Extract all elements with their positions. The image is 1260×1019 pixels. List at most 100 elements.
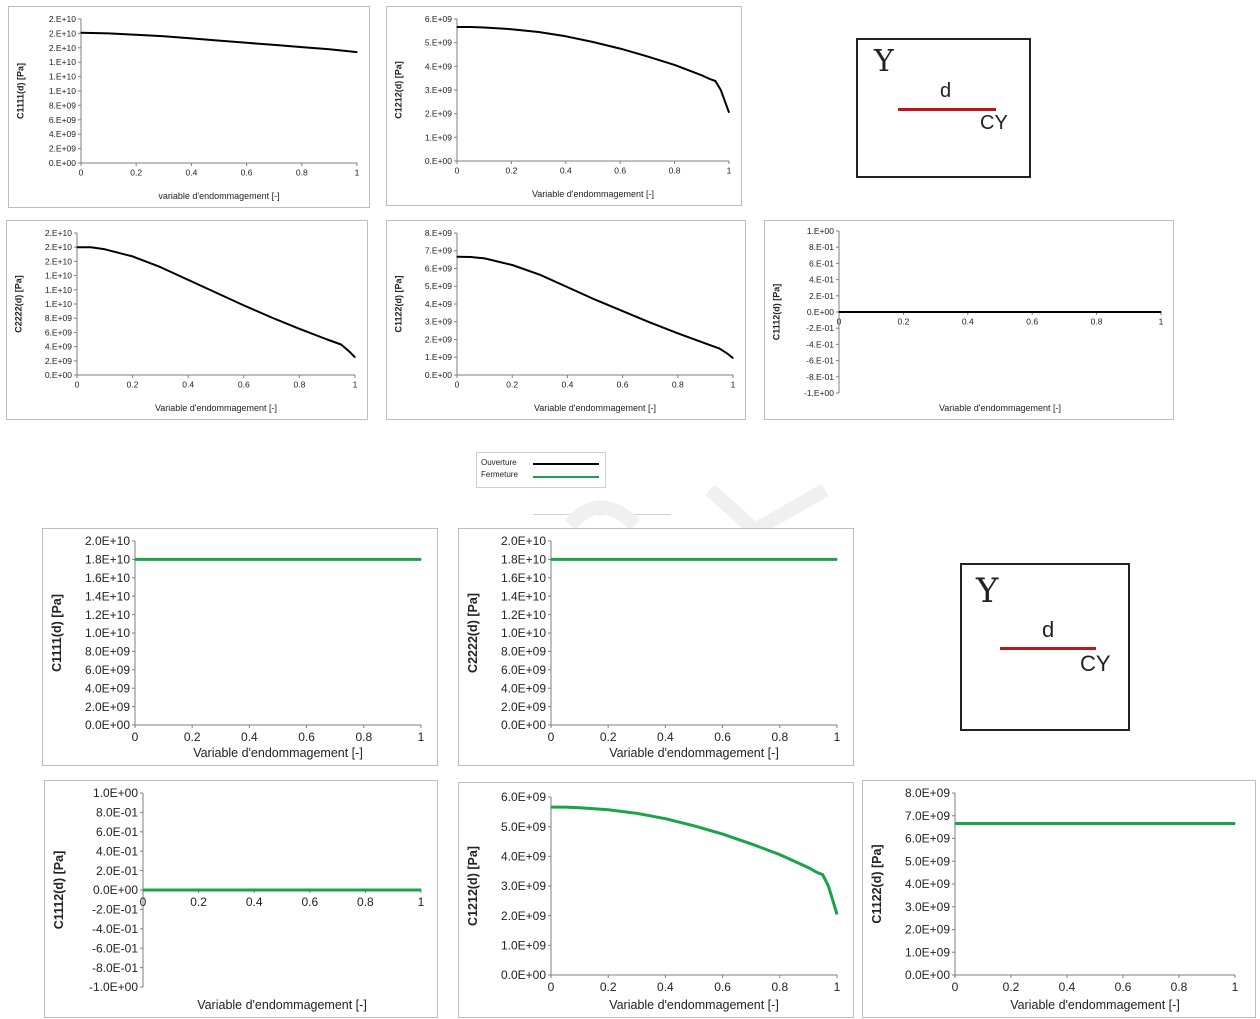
chart-8: 0.0E+00 1.0E+09 2.0E+09 3.0E+09 4.0E+09 5.0E+… bbox=[466, 790, 841, 1012]
cy-label: CY bbox=[980, 112, 1008, 134]
y-tick-label: 1.0E+09 bbox=[905, 945, 950, 959]
x-tick-label: 0.4 bbox=[182, 380, 194, 390]
chart-panel-c1122-fermeture: 0.0E+00 1.0E+09 2.0E+09 3.0E+09 4.0E+09 5.0E+… bbox=[862, 780, 1256, 1018]
damage-label: d bbox=[940, 80, 952, 102]
y-axis-label: Y bbox=[874, 44, 894, 79]
x-tick-label: 0.2 bbox=[190, 895, 207, 909]
chart-7: -1.0E+00 -8.0E-01 -6.0E-01 -4.0E-01 -2.0E-01… bbox=[52, 786, 425, 1012]
y-tick-label: 2.E+09 bbox=[425, 109, 452, 119]
y-tick-label: 6.E+09 bbox=[425, 14, 452, 24]
data-point bbox=[510, 28, 512, 30]
y-tick-label: 4.E+09 bbox=[49, 129, 76, 139]
data-point bbox=[646, 55, 648, 57]
data-point bbox=[607, 809, 609, 811]
x-tick-label: 1 bbox=[418, 730, 425, 744]
chart-3: 0.E+00 1.E+09 2.E+09 3.E+09 4.E+09 5.E+09 6.E+… bbox=[394, 228, 736, 413]
y-axis-title: C1112(d) [Pa] bbox=[52, 851, 66, 930]
x-tick-label: 0.2 bbox=[1003, 980, 1020, 994]
data-point bbox=[836, 913, 838, 915]
x-tick-label: 0.8 bbox=[357, 895, 374, 909]
y-tick-label: 0.E+00 bbox=[49, 158, 76, 168]
x-tick-label: 0.2 bbox=[600, 730, 617, 744]
y-tick-label: 6.0E+09 bbox=[85, 663, 130, 677]
y-tick-label: 8.E+09 bbox=[45, 313, 72, 323]
y-tick-label: 4.0E+09 bbox=[905, 877, 950, 891]
data-point bbox=[484, 257, 486, 259]
legend-label-fermeture: Fermeture bbox=[481, 470, 518, 479]
y-tick-label: 1.E+10 bbox=[49, 57, 76, 67]
y-tick-label: 1.E+10 bbox=[49, 86, 76, 96]
data-point bbox=[779, 853, 781, 856]
chart-0: 0.E+00 2.E+09 4.E+09 6.E+09 8.E+09 1.E+10 1.E+… bbox=[16, 14, 360, 201]
y-tick-label: 1.2E+10 bbox=[85, 608, 130, 622]
x-tick-label: 0.6 bbox=[1115, 980, 1132, 994]
data-point bbox=[720, 89, 722, 91]
y-tick-label: -8.E-01 bbox=[806, 372, 834, 382]
data-point bbox=[822, 874, 824, 876]
data-point bbox=[163, 35, 165, 37]
data-point bbox=[483, 26, 485, 29]
y-tick-label: 2.E+10 bbox=[49, 14, 76, 24]
legend-line-fermeture bbox=[533, 476, 599, 478]
x-tick-label: 0.2 bbox=[184, 730, 201, 744]
y-tick-label: 8.0E+09 bbox=[501, 645, 546, 659]
data-point bbox=[693, 825, 695, 827]
chart-9: 0.0E+00 1.0E+09 2.0E+09 3.0E+09 4.0E+09 5.0E+… bbox=[870, 786, 1239, 1012]
x-tick-label: 1 bbox=[353, 380, 358, 390]
y-tick-label: 1.0E+10 bbox=[85, 626, 130, 640]
y-tick-label: -2.0E-01 bbox=[92, 903, 138, 917]
y-tick-label: 3.E+09 bbox=[425, 85, 452, 95]
data-point bbox=[80, 32, 82, 34]
y-tick-label: 5.0E+09 bbox=[905, 854, 950, 868]
data-point bbox=[674, 64, 676, 66]
chart-5: 0.0E+00 2.0E+09 4.0E+09 6.0E+09 8.0E+09 1.0E+… bbox=[50, 534, 425, 760]
data-point bbox=[134, 558, 136, 560]
data-point bbox=[538, 31, 540, 33]
y-tick-label: 1.E+10 bbox=[45, 271, 72, 281]
chart-panel-c1122-ouverture: 0.E+00 1.E+09 2.E+09 3.E+09 4.E+09 5.E+09 6.E+… bbox=[386, 220, 746, 420]
data-point bbox=[816, 871, 818, 873]
y-tick-label: -8.0E-01 bbox=[92, 961, 138, 975]
x-tick-label: 0.8 bbox=[1091, 317, 1103, 327]
y-tick-label: 5.E+09 bbox=[425, 38, 452, 48]
y-tick-label: 6.0E+09 bbox=[501, 663, 546, 677]
y-tick-label: 7.E+09 bbox=[425, 246, 452, 256]
x-axis-title: variable d'endommagement [-] bbox=[158, 191, 279, 201]
y-axis-title: C1112(d) [Pa] bbox=[772, 284, 782, 341]
y-tick-label: 8.E+09 bbox=[49, 100, 76, 110]
x-axis-title: Variable d'endommagement [-] bbox=[155, 403, 277, 413]
y-axis-title: C2222(d) [Pa] bbox=[14, 275, 24, 333]
y-tick-label: 1.0E+10 bbox=[501, 626, 546, 640]
damage-label: d bbox=[1042, 617, 1055, 642]
y-tick-label: -4.E-01 bbox=[806, 339, 834, 349]
y-tick-label: 2.E-01 bbox=[809, 291, 834, 301]
data-point bbox=[187, 279, 189, 281]
y-tick-label: 2.E+10 bbox=[49, 28, 76, 38]
x-tick-label: 0.4 bbox=[246, 895, 263, 909]
data-point bbox=[550, 806, 552, 808]
data-point bbox=[246, 42, 248, 44]
x-tick-label: 0.4 bbox=[657, 980, 674, 994]
x-tick-label: 0.8 bbox=[293, 380, 305, 390]
x-tick-label: 1 bbox=[731, 380, 736, 390]
data-point bbox=[550, 558, 552, 560]
x-tick-label: 0.8 bbox=[672, 380, 684, 390]
x-tick-label: 0 bbox=[79, 168, 84, 178]
data-point bbox=[728, 111, 730, 114]
x-tick-label: 1 bbox=[834, 730, 841, 744]
x-tick-label: 0.4 bbox=[185, 168, 197, 178]
y-tick-label: 3.0E+09 bbox=[905, 900, 950, 914]
series-line bbox=[551, 805, 839, 915]
x-tick-label: 0.6 bbox=[301, 895, 318, 909]
data-point bbox=[827, 885, 830, 887]
y-axis-title: C1111(d) [Pa] bbox=[16, 63, 26, 119]
x-tick-label: 0 bbox=[75, 380, 80, 390]
y-tick-label: 1.E+10 bbox=[49, 72, 76, 82]
x-tick-label: 0.2 bbox=[897, 317, 909, 327]
data-point bbox=[714, 80, 716, 82]
data-point bbox=[701, 74, 703, 76]
x-tick-label: 1 bbox=[1232, 980, 1239, 994]
x-tick-label: 0.8 bbox=[669, 166, 681, 176]
data-point bbox=[564, 806, 566, 808]
data-point bbox=[271, 316, 273, 319]
